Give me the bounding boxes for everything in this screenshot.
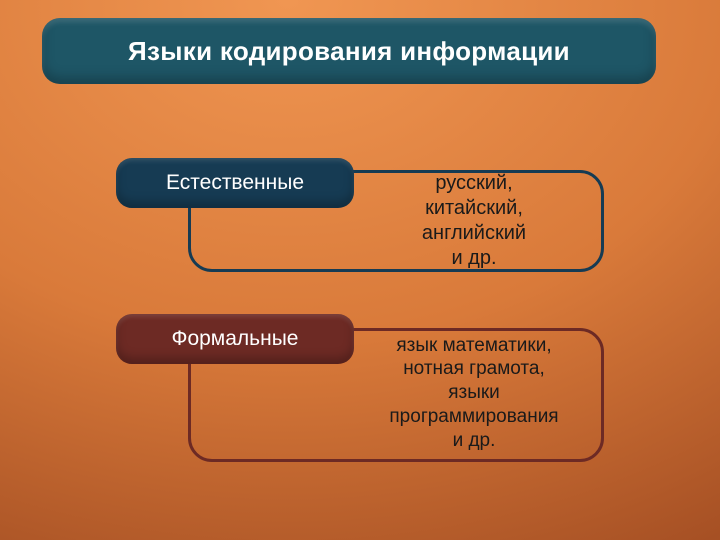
examples-text-natural: русский, китайский, английский и др. <box>422 171 526 271</box>
slide: Языки кодирования информации русский, ки… <box>0 0 720 540</box>
category-label-natural: Естественные <box>166 171 304 195</box>
category-row-natural: русский, китайский, английский и др. Ест… <box>116 158 604 272</box>
examples-text-formal: язык математики, нотная грамота, языки п… <box>389 334 558 453</box>
category-pill-natural: Естественные <box>116 158 354 208</box>
category-label-formal: Формальные <box>171 327 298 351</box>
title-text: Языки кодирования информации <box>128 36 570 67</box>
category-row-formal: язык математики, нотная грамота, языки п… <box>116 316 604 462</box>
category-pill-formal: Формальные <box>116 314 354 364</box>
title-bar: Языки кодирования информации <box>42 18 656 84</box>
